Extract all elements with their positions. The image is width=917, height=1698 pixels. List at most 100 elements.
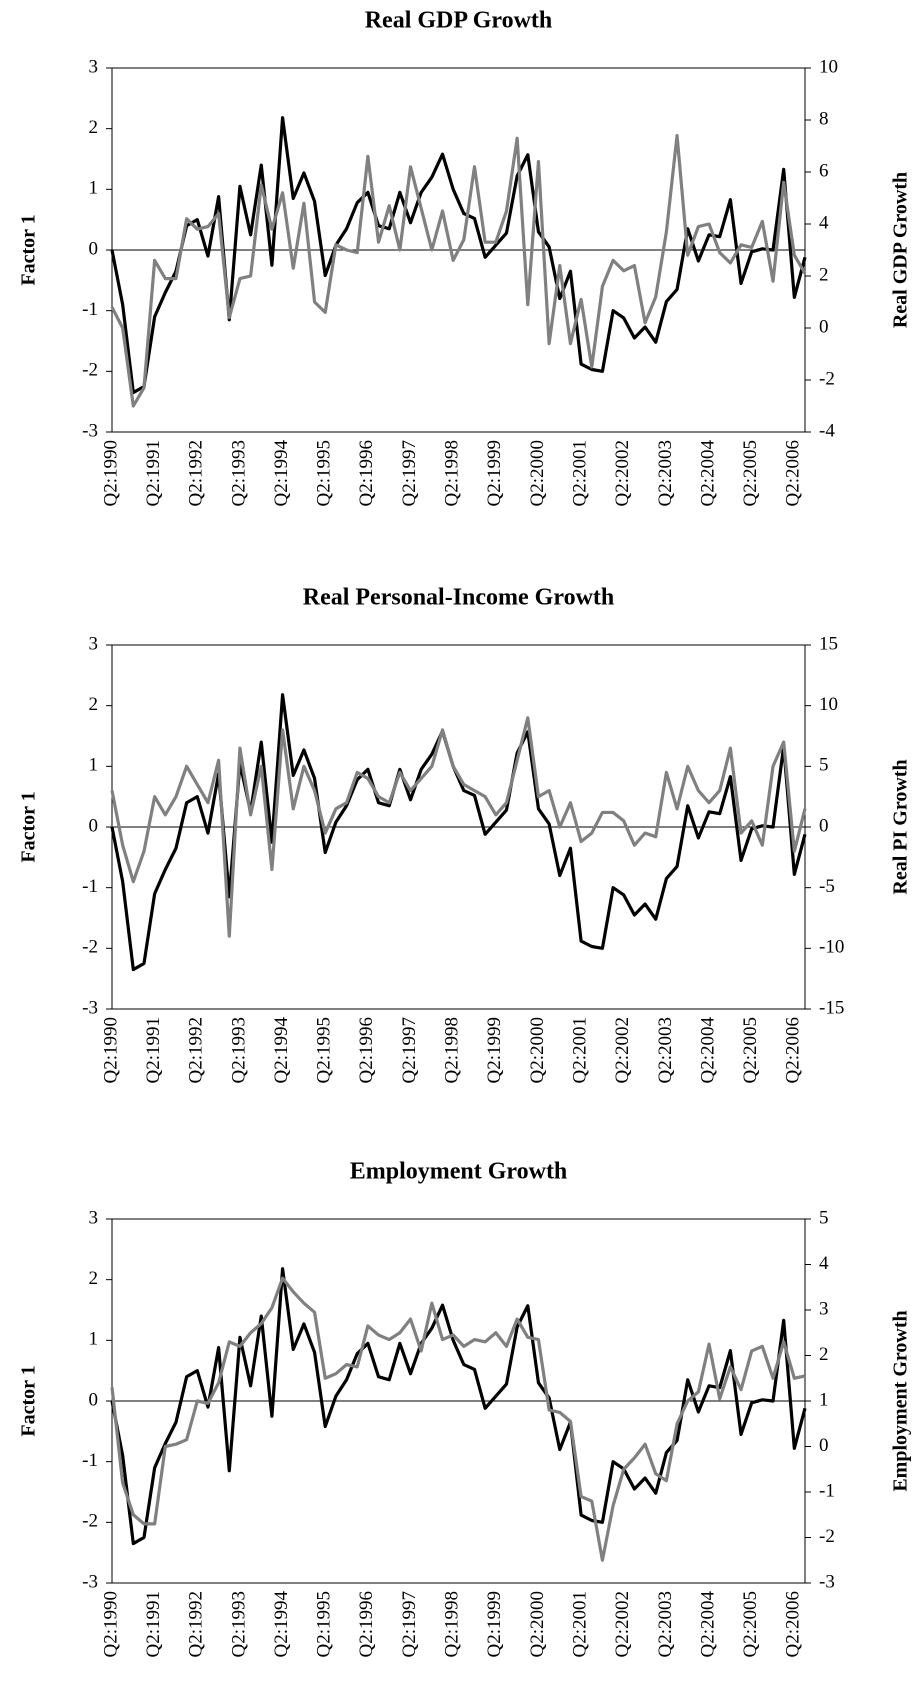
data-line	[110, 1276, 806, 1562]
data-line	[110, 716, 807, 938]
x-tick-label: Q2:1993	[228, 1591, 249, 1658]
y-tick-label: 2	[89, 117, 99, 138]
x-tick-label: Q2:2002	[612, 1017, 633, 1084]
y-tick-label: 0	[89, 1389, 99, 1410]
chart-title: Real GDP Growth	[365, 8, 553, 34]
x-tick-label: Q2:1991	[143, 1591, 164, 1658]
y-tick-label: 0	[89, 238, 99, 259]
y-tick-label: -1	[82, 1450, 98, 1471]
y-tick-label: 2	[89, 1268, 99, 1289]
x-tick-label: Q2:1999	[484, 1017, 505, 1084]
y2-tick-label: 4	[819, 1253, 829, 1274]
y2-tick-label: -10	[819, 937, 844, 958]
y-tick-label: 1	[89, 755, 99, 776]
x-tick-label: Q2:2003	[655, 1591, 676, 1658]
y2-tick-label: 10	[819, 56, 838, 77]
y-tick-label: 2	[89, 694, 99, 715]
x-tick-label: Q2:2004	[697, 1017, 718, 1084]
x-tick-label: Q2:1992	[186, 1591, 207, 1658]
x-tick-label: Q2:2006	[783, 440, 804, 507]
y-tick-label: -1	[82, 299, 98, 320]
x-tick-label: Q2:1997	[399, 440, 420, 507]
y-tick-label: -3	[82, 1571, 98, 1592]
x-tick-label: Q2:1995	[314, 1591, 335, 1658]
y2-tick-label: 2	[819, 264, 829, 285]
x-tick-label: Q2:2001	[569, 440, 590, 507]
y2-tick-label: -5	[819, 876, 835, 897]
y2-tick-label: -2	[819, 368, 835, 389]
x-tick-label: Q2:1993	[228, 1017, 249, 1084]
y-tick-label: -2	[82, 1511, 98, 1532]
data-line	[110, 116, 807, 395]
y2-tick-label: 5	[819, 1207, 829, 1228]
y2-tick-label: 3	[819, 1298, 829, 1319]
x-tick-label: Q2:1997	[399, 1591, 420, 1658]
x-tick-label: Q2:1999	[484, 440, 505, 507]
y2-tick-label: 0	[819, 316, 829, 337]
x-tick-label: Q2:2004	[697, 440, 718, 507]
y2-tick-label: 4	[819, 212, 829, 233]
y2-tick-label: 0	[819, 1435, 829, 1456]
x-tick-label: Q2:1999	[484, 1591, 505, 1658]
y2-tick-label: -15	[819, 997, 844, 1018]
y2-tick-label: -4	[819, 420, 835, 441]
y2-tick-label: 0	[819, 815, 829, 836]
x-tick-label: Q2:2001	[569, 1591, 590, 1658]
y2-axis-label: Real PI Growth	[890, 759, 912, 894]
y-axis-label: Factor 1	[18, 214, 40, 285]
x-tick-label: Q2:1996	[356, 440, 377, 507]
x-tick-label: Q2:2002	[612, 440, 633, 507]
x-tick-label: Q2:2000	[527, 440, 548, 507]
x-tick-label: Q2:1990	[100, 1591, 121, 1658]
x-tick-label: Q2:1992	[186, 440, 207, 507]
data-line	[110, 134, 807, 408]
x-tick-label: Q2:2005	[740, 440, 761, 507]
x-tick-label: Q2:1991	[143, 1017, 164, 1084]
y-tick-label: 3	[89, 633, 99, 654]
x-tick-label: Q2:1995	[314, 1017, 335, 1084]
y-tick-label: -2	[82, 360, 98, 381]
y-tick-label: -1	[82, 876, 98, 897]
x-tick-label: Q2:2003	[655, 1017, 676, 1084]
x-tick-label: Q2:1995	[314, 440, 335, 507]
y-tick-label: 0	[89, 815, 99, 836]
y2-axis-label: Employment Growth	[890, 1310, 912, 1491]
y-tick-label: 3	[89, 1207, 99, 1228]
x-tick-label: Q2:1997	[399, 1017, 420, 1084]
x-tick-label: Q2:1998	[442, 1591, 463, 1658]
chart-title: Real Personal-Income Growth	[303, 585, 615, 611]
x-tick-label: Q2:2000	[527, 1017, 548, 1084]
x-tick-label: Q2:1991	[143, 440, 164, 507]
x-tick-label: Q2:1990	[100, 1017, 121, 1084]
y-axis-label: Factor 1	[18, 1365, 40, 1436]
x-tick-label: Q2:1992	[186, 1017, 207, 1084]
y2-axis-label: Real GDP Growth	[890, 172, 912, 328]
x-tick-label: Q2:2005	[740, 1017, 761, 1084]
y-tick-label: 3	[89, 56, 99, 77]
y2-tick-label: 5	[819, 755, 829, 776]
x-tick-label: Q2:2006	[783, 1591, 804, 1658]
x-tick-label: Q2:1994	[271, 1017, 292, 1084]
y2-tick-label: 1	[819, 1389, 829, 1410]
x-tick-label: Q2:2006	[783, 1017, 804, 1084]
x-tick-label: Q2:1998	[442, 440, 463, 507]
y2-tick-label: -2	[819, 1526, 835, 1547]
x-tick-label: Q2:1994	[271, 440, 292, 507]
y2-tick-label: 10	[819, 694, 838, 715]
y2-tick-label: 2	[819, 1344, 829, 1365]
data-line	[110, 693, 807, 972]
x-tick-label: Q2:1993	[228, 440, 249, 507]
x-tick-label: Q2:2003	[655, 440, 676, 507]
x-tick-label: Q2:1990	[100, 440, 121, 507]
y2-tick-label: -3	[819, 1571, 835, 1592]
data-line	[110, 1267, 807, 1546]
x-tick-label: Q2:1994	[271, 1591, 292, 1658]
y-tick-label: 1	[89, 1329, 99, 1350]
x-tick-label: Q2:2002	[612, 1591, 633, 1658]
y-tick-label: 1	[89, 178, 99, 199]
y-axis-label: Factor 1	[18, 791, 40, 862]
x-tick-label: Q2:2004	[697, 1591, 718, 1658]
chart-title: Employment Growth	[350, 1159, 568, 1185]
y-tick-label: -3	[82, 420, 98, 441]
x-tick-label: Q2:2000	[527, 1591, 548, 1658]
